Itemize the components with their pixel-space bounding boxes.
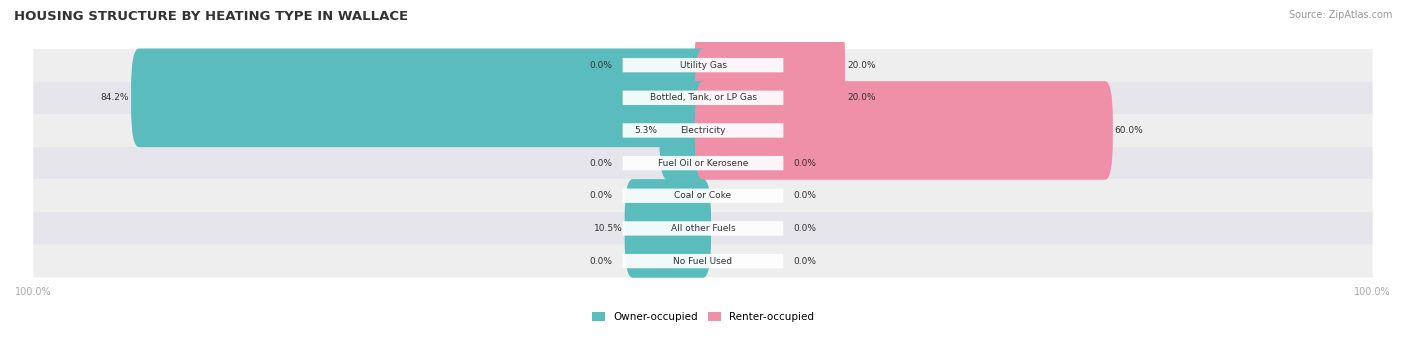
Text: Source: ZipAtlas.com: Source: ZipAtlas.com (1288, 10, 1392, 20)
Text: 60.0%: 60.0% (1115, 126, 1143, 135)
FancyBboxPatch shape (131, 48, 711, 147)
Text: 10.5%: 10.5% (593, 224, 623, 233)
Text: 0.0%: 0.0% (589, 191, 613, 200)
FancyBboxPatch shape (623, 189, 783, 203)
Text: 0.0%: 0.0% (589, 256, 613, 266)
Text: 0.0%: 0.0% (589, 61, 613, 70)
Text: 0.0%: 0.0% (793, 191, 817, 200)
FancyBboxPatch shape (623, 254, 783, 268)
Text: 5.3%: 5.3% (634, 126, 658, 135)
FancyBboxPatch shape (624, 179, 711, 278)
Text: 0.0%: 0.0% (793, 256, 817, 266)
Text: Bottled, Tank, or LP Gas: Bottled, Tank, or LP Gas (650, 93, 756, 102)
Text: Electricity: Electricity (681, 126, 725, 135)
Text: Utility Gas: Utility Gas (679, 61, 727, 70)
Text: 0.0%: 0.0% (793, 224, 817, 233)
Text: HOUSING STRUCTURE BY HEATING TYPE IN WALLACE: HOUSING STRUCTURE BY HEATING TYPE IN WAL… (14, 10, 408, 23)
FancyBboxPatch shape (659, 81, 711, 180)
FancyBboxPatch shape (34, 49, 1372, 81)
Text: 20.0%: 20.0% (846, 93, 876, 102)
FancyBboxPatch shape (34, 212, 1372, 245)
Text: Fuel Oil or Kerosene: Fuel Oil or Kerosene (658, 159, 748, 168)
FancyBboxPatch shape (623, 58, 783, 72)
FancyBboxPatch shape (34, 114, 1372, 147)
FancyBboxPatch shape (623, 156, 783, 170)
Text: 20.0%: 20.0% (846, 61, 876, 70)
Text: No Fuel Used: No Fuel Used (673, 256, 733, 266)
Text: Coal or Coke: Coal or Coke (675, 191, 731, 200)
Text: 0.0%: 0.0% (793, 159, 817, 168)
Legend: Owner-occupied, Renter-occupied: Owner-occupied, Renter-occupied (592, 312, 814, 322)
FancyBboxPatch shape (34, 147, 1372, 179)
Text: 0.0%: 0.0% (589, 159, 613, 168)
FancyBboxPatch shape (623, 123, 783, 138)
Text: All other Fuels: All other Fuels (671, 224, 735, 233)
FancyBboxPatch shape (34, 81, 1372, 114)
FancyBboxPatch shape (695, 16, 845, 115)
FancyBboxPatch shape (623, 91, 783, 105)
FancyBboxPatch shape (695, 81, 1112, 180)
Text: 84.2%: 84.2% (101, 93, 129, 102)
FancyBboxPatch shape (695, 48, 845, 147)
FancyBboxPatch shape (34, 245, 1372, 278)
FancyBboxPatch shape (34, 179, 1372, 212)
FancyBboxPatch shape (623, 221, 783, 236)
